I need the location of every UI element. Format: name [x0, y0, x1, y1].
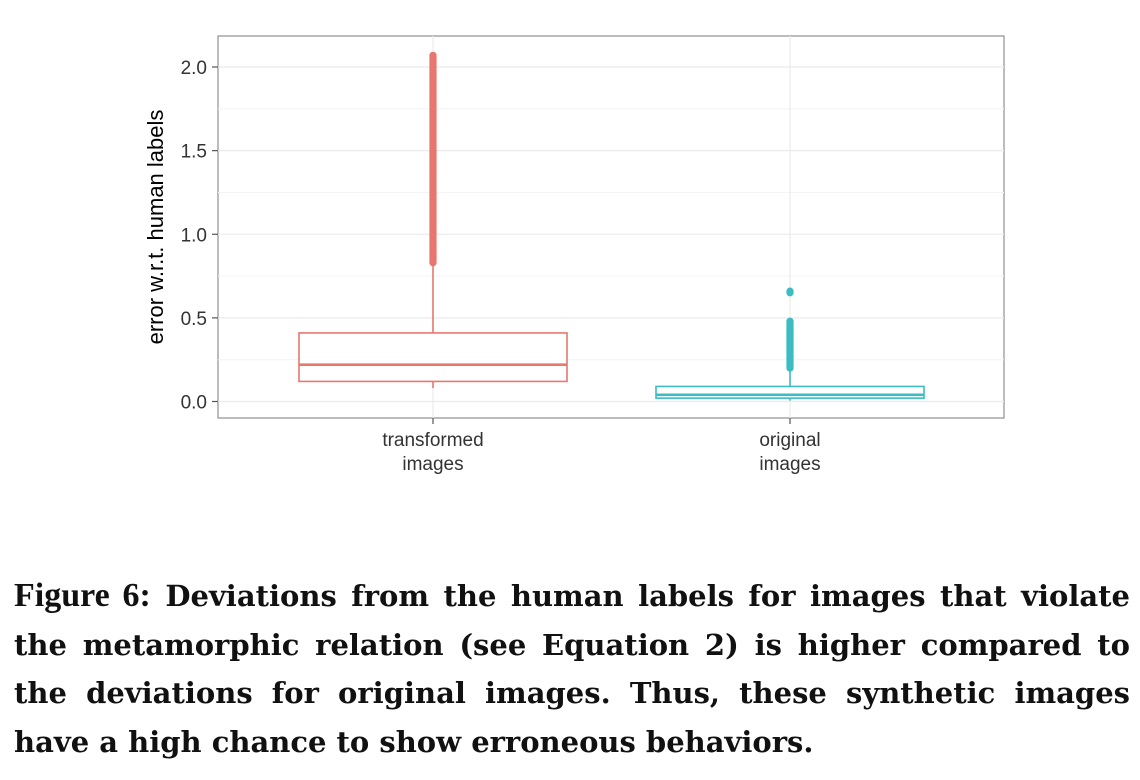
- x-tick-label-line: images: [402, 454, 463, 475]
- box-group: [655, 287, 925, 401]
- y-tick-label: 1.5: [181, 142, 207, 163]
- y-axis-label: error w.r.t. human labels: [143, 110, 168, 345]
- y-axis: 0.0 0.5 1.0 1.5 2.0: [181, 58, 218, 414]
- x-tick-label-line: transformed: [382, 430, 483, 451]
- outlier-point: [786, 317, 794, 325]
- x-tick-label-line: original: [759, 430, 820, 451]
- outlier-point: [429, 51, 437, 59]
- x-tick-label: original images: [759, 430, 820, 475]
- box-body: [298, 332, 568, 383]
- y-tick-label: 0.5: [181, 309, 207, 330]
- x-tick-label: transformed images: [382, 430, 483, 475]
- y-tick-label: 2.0: [181, 58, 207, 79]
- x-axis: transformed images original images: [382, 418, 821, 475]
- y-tick-label: 0.0: [181, 393, 207, 414]
- caption-text: Deviations from the human labels for ima…: [14, 579, 1130, 759]
- box-series: [298, 51, 925, 401]
- box-group: [298, 51, 568, 389]
- outlier-point: [786, 287, 794, 295]
- y-tick-label: 1.0: [181, 225, 207, 246]
- caption-lead: Figure 6:: [14, 577, 151, 614]
- box-body: [655, 385, 925, 399]
- boxplot-chart: 0.00.51.01.52.0 transformed imagesorigina…: [143, 35, 1005, 475]
- figure-caption: Figure 6: Deviations from the human labe…: [14, 572, 1130, 766]
- x-tick-label-line: images: [759, 454, 820, 475]
